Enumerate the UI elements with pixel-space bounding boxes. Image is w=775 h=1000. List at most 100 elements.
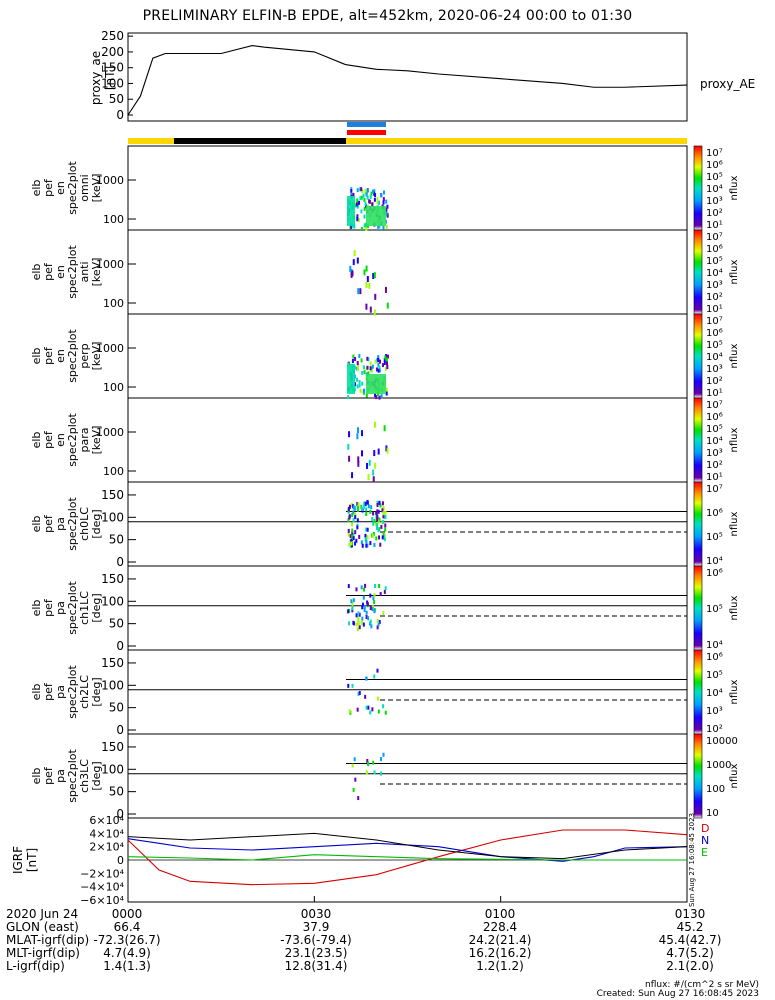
spectrogram-pixel <box>365 393 368 398</box>
pitch-angle-pixel <box>356 504 359 509</box>
spectrogram-pixel <box>353 224 356 229</box>
pitch-angle-pixel <box>366 527 369 532</box>
spectrogram-ylabel: anti <box>78 261 91 282</box>
pitch-angle-pixel <box>377 528 380 533</box>
pitch-angle-ylabel: spec2plot <box>66 665 79 719</box>
spectrogram-pixel <box>378 395 381 400</box>
spectrogram-pixel <box>382 197 385 202</box>
pitch-angle-pixel <box>348 709 351 714</box>
pitch-angle-pixel <box>382 704 385 709</box>
spectrogram-pixel <box>352 259 355 266</box>
spectrogram-pixel <box>369 195 372 200</box>
spectrogram-pixel <box>373 421 376 428</box>
spectrogram-pixel <box>358 354 361 359</box>
colorbar-tick-label: 10⁷ <box>706 232 723 243</box>
pitch-angle-pixel <box>370 505 373 510</box>
spectrogram-pixel <box>377 448 380 455</box>
spectrogram-pixel <box>351 358 354 363</box>
pitch-angle-pixel <box>379 542 382 547</box>
pitch-angle-ylabel: pa <box>54 685 67 699</box>
colorbar-tick-label: 10⁶ <box>706 244 723 255</box>
spectrogram-pixel <box>377 224 380 229</box>
colorbar-tick-label: 10⁷ <box>706 400 723 411</box>
pitch-angle-pixel <box>348 515 351 520</box>
x-row-label: MLAT-igrf(dip) <box>6 933 90 947</box>
colorbar-tick-label: 10⁵ <box>706 340 723 351</box>
spectrogram-ylabel: pef <box>42 178 55 197</box>
spectrogram-pixel <box>357 288 360 295</box>
spectrogram-pixel <box>385 387 388 392</box>
pitch-angle-pixel <box>381 501 384 506</box>
science-zone-bar-blue <box>347 122 386 127</box>
pitch-angle-pixel <box>357 692 360 697</box>
spectrogram-pixel <box>374 462 377 469</box>
pitch-angle-pixel <box>367 616 370 621</box>
colorbar-pa0 <box>693 481 703 567</box>
spectrogram-pixel <box>350 188 353 193</box>
x-row-label: MLT-igrf(dip) <box>6 946 80 960</box>
spectrogram-pixel <box>360 209 363 214</box>
science-zone-bar-red <box>347 130 386 135</box>
axis-tick-label: 100 <box>101 678 124 692</box>
spectrogram-blob <box>347 196 355 226</box>
spectrogram-pixel <box>372 476 375 483</box>
pitch-angle-pixel <box>361 602 364 607</box>
spectrogram-pixel <box>369 306 372 313</box>
colorbar-tick-label: 10¹ <box>706 220 723 231</box>
colorbar-tick-label: 10⁴ <box>706 640 723 651</box>
energy-spectrogram-frame <box>127 313 688 399</box>
spectrogram-pixel <box>359 288 362 295</box>
pitch-angle-pixel <box>358 691 361 696</box>
spectrogram-pixel <box>366 188 369 193</box>
igrf-units: [nT] <box>25 848 39 872</box>
colorbar-1 <box>693 229 703 315</box>
spectrogram-pixel <box>386 213 389 218</box>
spectrogram-pixel <box>356 384 359 389</box>
pitch-angle-pixel <box>355 538 358 543</box>
pitch-angle-pixel <box>372 511 375 516</box>
spectrogram-pixel <box>374 359 377 364</box>
axis-tick-label: 100 <box>103 381 124 394</box>
pitch-angle-pixel <box>371 517 374 522</box>
pitch-angle-pixel <box>347 528 350 533</box>
pitch-angle-pixel <box>365 507 368 512</box>
spectrogram-pixel <box>383 358 386 363</box>
pitch-angle-pixel <box>355 613 358 618</box>
pitch-angle-pixel <box>369 710 372 715</box>
spectrogram-ylabel: elb <box>30 348 43 365</box>
spectrogram-pixel <box>376 197 379 202</box>
x-row-value: 4.7(5.2) <box>666 946 714 960</box>
x-row-value: 45.2 <box>676 920 704 934</box>
pitch-angle-pixel <box>373 542 376 547</box>
spectrogram-pixel <box>356 377 359 382</box>
spectrogram-ylabel: spec2plot <box>66 161 79 215</box>
pitch-angle-pixel <box>378 517 381 522</box>
pitch-angle-pixel <box>373 609 376 614</box>
pitch-angle-pixel <box>373 600 376 605</box>
spectrogram-pixel <box>361 381 364 386</box>
colorbar-3 <box>693 397 703 483</box>
spectrogram-pixel <box>356 198 359 203</box>
pitch-angle-pixel <box>372 521 375 526</box>
spectrogram-pixel <box>385 211 388 216</box>
pitch-angle-pixel <box>354 777 357 782</box>
pitch-angle-frame <box>127 565 688 651</box>
spectrogram-pixel <box>380 394 383 399</box>
pitch-angle-pixel <box>384 523 387 528</box>
pitch-angle-pixel <box>376 526 379 531</box>
pitch-angle-pixel <box>354 541 357 546</box>
colorbar-tick-label: 10⁷ <box>706 316 723 327</box>
spectrogram-pixel <box>370 191 373 196</box>
spectrogram-pixel <box>371 364 374 369</box>
pitch-angle-pixel <box>347 518 350 523</box>
pitch-angle-pixel <box>376 503 379 508</box>
igrf-E-line <box>127 854 687 861</box>
spectrogram-pixel <box>365 265 368 272</box>
axis-tick-label: 50 <box>109 92 124 106</box>
spectrogram-pixel <box>360 227 363 232</box>
spectrogram-pixel <box>363 206 366 211</box>
spectrogram-pixel <box>380 193 383 198</box>
pitch-angle-pixel <box>356 502 359 507</box>
pitch-angle-pixel <box>380 524 383 529</box>
axis-tick-label: 6×10⁴ <box>89 814 124 827</box>
